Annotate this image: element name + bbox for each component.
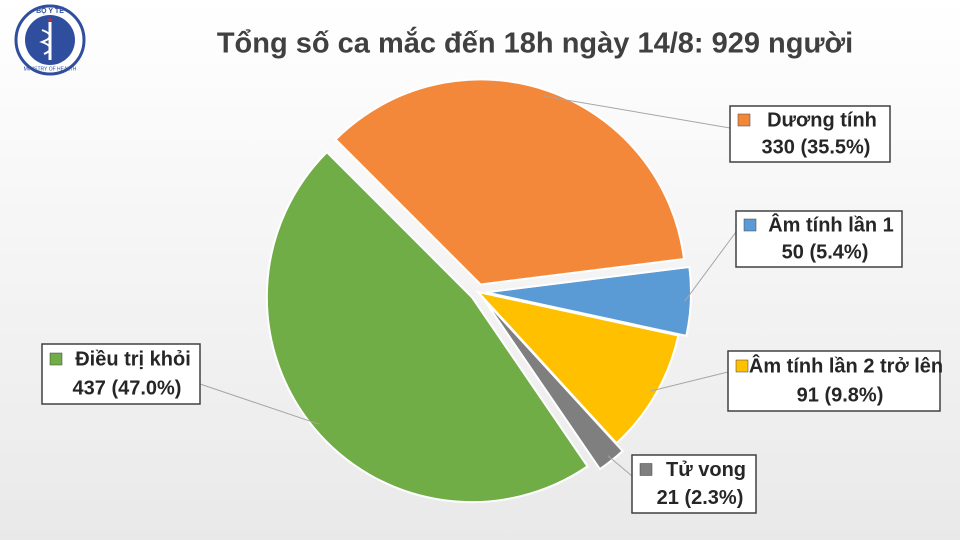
value-label: 437 (47.0%) [73,377,182,399]
label-box [41,343,201,405]
legend-swatch [737,113,751,127]
label-box [631,454,757,514]
category-label: Âm tính lần 2 trở lên [749,353,943,377]
leader-line [607,455,633,477]
leader-line [684,231,737,302]
value-label: 50 (5.4%) [782,241,869,263]
legend-swatch [743,218,757,232]
legend-swatch [639,463,653,476]
legend-swatch [735,359,749,373]
pie-slice [265,150,589,504]
leader-line [650,371,729,392]
value-label: 21 (2.3%) [657,487,744,509]
label-box [735,210,903,268]
logo: BỘ Y TẾ MINISTRY OF HEALTH [14,4,86,76]
chart-title: Tổng số ca mắc đến 18h ngày 14/8: 929 ng… [217,26,853,60]
logo-top-text: BỘ Y TẾ [36,5,64,15]
leader-line [545,95,731,129]
category-label: Âm tính lần 1 [768,212,894,236]
label-box [729,105,891,163]
label-box [727,350,941,412]
pie-slice [334,78,686,286]
category-label: Dương tính [767,109,877,131]
logo-bottom-text: MINISTRY OF HEALTH [24,66,77,72]
leader-line [199,383,319,425]
legend-swatch [49,352,63,366]
logo-star [47,17,53,22]
pie-slice [485,265,692,338]
logo-snake [39,29,52,55]
value-label: 91 (9.8%) [797,384,884,406]
value-label: 330 (35.5%) [762,136,871,158]
pie-slice [475,290,680,445]
pie-slice [483,299,625,471]
category-label: Tử vong [666,459,746,481]
category-label: Điều trị khỏi [75,348,191,370]
